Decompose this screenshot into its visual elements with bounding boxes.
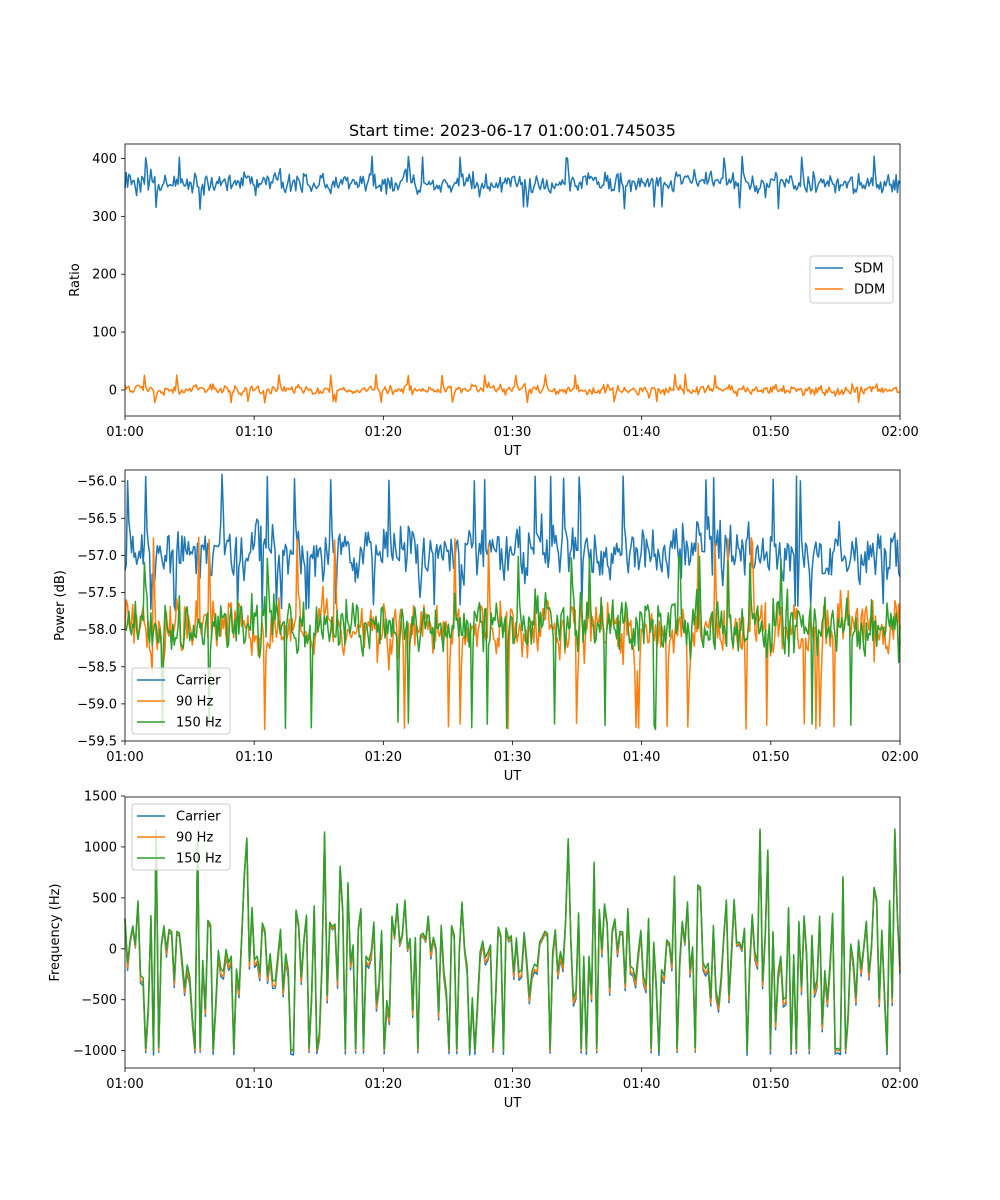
y-tick-label: −56.0 — [77, 475, 117, 490]
y-tick-label: −58.0 — [77, 623, 117, 638]
series-line-sdm — [124, 155, 901, 210]
y-axis-label: Power (dB) — [53, 570, 68, 641]
legend-label: 150 Hz — [176, 716, 222, 731]
axes-frame — [124, 469, 901, 742]
y-tick-label: 100 — [92, 326, 117, 341]
y-tick-label: −58.5 — [77, 660, 117, 675]
y-tick-label: 200 — [92, 268, 117, 283]
y-tick-label: −59.5 — [77, 735, 117, 750]
y-tick-label: 500 — [92, 891, 117, 906]
x-tick-label: 01:00 — [106, 425, 143, 440]
x-tick-label: 01:50 — [752, 425, 789, 440]
series-line-carrier — [124, 473, 901, 612]
x-tick-label: 01:40 — [623, 425, 660, 440]
legend-label: 150 Hz — [176, 852, 222, 867]
x-tick-label: 01:40 — [623, 750, 660, 765]
y-tick-label: −1000 — [73, 1044, 117, 1059]
x-tick-label: 01:00 — [106, 750, 143, 765]
legend: Carrier 90 Hz 150 Hz — [131, 667, 231, 735]
x-tick-label: 02:00 — [881, 425, 918, 440]
y-tick-label: −59.0 — [77, 697, 117, 712]
y-tick-label: 400 — [92, 152, 117, 167]
legend-box — [131, 667, 231, 735]
legend: Carrier 90 Hz 150 Hz — [131, 803, 231, 871]
x-axis-label: UT — [504, 1096, 522, 1111]
legend-label: Carrier — [176, 810, 221, 825]
series-line-150-hz — [124, 828, 901, 1052]
x-axis-label: UT — [504, 769, 522, 784]
x-tick-label: 01:10 — [235, 425, 272, 440]
x-tick-label: 01:30 — [494, 750, 531, 765]
x-tick-label: 02:00 — [881, 1077, 918, 1092]
legend-label: SDM — [854, 262, 883, 277]
y-tick-label: 1500 — [84, 789, 117, 804]
legend-label: 90 Hz — [176, 831, 213, 846]
x-tick-label: 01:00 — [106, 1077, 143, 1092]
chart-panel-1: 0 100 200 300 400 01:00 01:10 01:20 01:30 01:40 01… — [68, 143, 919, 459]
legend-label: Carrier — [176, 674, 221, 689]
legend-box — [131, 803, 231, 871]
x-tick-label: 01:40 — [623, 1077, 660, 1092]
y-tick-label: 0 — [109, 942, 117, 957]
y-tick-label: 1000 — [84, 840, 117, 855]
x-axis-label: UT — [504, 444, 522, 459]
x-tick-label: 01:30 — [494, 1077, 531, 1092]
chart-title: Start time: 2023-06-17 01:00:01.745035 — [349, 121, 676, 140]
legend: SDM DDM — [809, 255, 894, 304]
x-tick-label: 01:30 — [494, 425, 531, 440]
x-tick-label: 02:00 — [881, 750, 918, 765]
y-tick-label: 300 — [92, 210, 117, 225]
x-tick-label: 01:20 — [365, 750, 402, 765]
y-tick-label: −57.0 — [77, 549, 117, 564]
y-tick-label: 0 — [109, 383, 117, 398]
x-tick-label: 01:20 — [365, 1077, 402, 1092]
x-tick-label: 01:50 — [752, 750, 789, 765]
x-tick-label: 01:10 — [235, 750, 272, 765]
x-tick-label: 01:10 — [235, 1077, 272, 1092]
y-axis-label: Frequency (Hz) — [48, 883, 63, 981]
series-line-150-hz — [124, 555, 901, 731]
legend-label: DDM — [854, 283, 885, 298]
chart-panel-2: −56.0 −56.5 −57.0 −57.5 −58.0 −58.5 −59.0 −59.5… — [53, 469, 919, 784]
legend-label: 90 Hz — [176, 695, 213, 710]
series-line-90-hz — [124, 536, 901, 731]
chart-panel-3: −1000 −500 0 500 1000 1500 01:00 01:10 01:20 01:3… — [48, 789, 919, 1111]
y-axis-label: Ratio — [68, 263, 83, 296]
y-tick-label: −500 — [81, 993, 117, 1008]
y-tick-label: −57.5 — [77, 586, 117, 601]
series-line-ddm — [124, 373, 901, 404]
y-tick-label: −56.5 — [77, 512, 117, 527]
x-tick-label: 01:50 — [752, 1077, 789, 1092]
x-tick-label: 01:20 — [365, 425, 402, 440]
